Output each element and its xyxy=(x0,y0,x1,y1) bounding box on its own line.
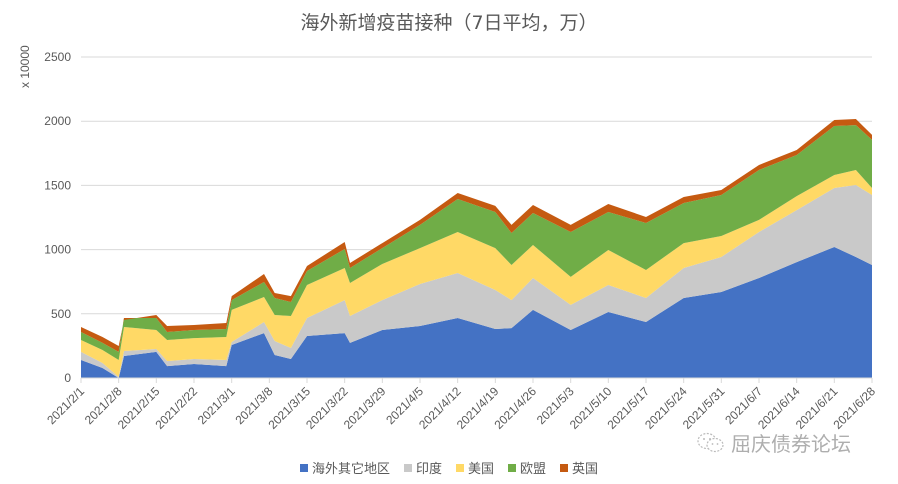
y-axis-ticks: 0 500 1000 1500 2000 2500 xyxy=(44,50,71,385)
x-tick-label: 2021/2/22 xyxy=(152,384,200,432)
stacked-areas xyxy=(81,119,872,378)
x-tick-label: 2021/3/29 xyxy=(341,384,389,432)
legend-item-eu: 欧盟 xyxy=(508,458,546,477)
y-tick-label: 1000 xyxy=(44,243,71,257)
x-tick-label: 2021/4/26 xyxy=(491,384,539,432)
legend: 海外其它地区 印度 美国 欧盟 英国 xyxy=(0,458,898,477)
legend-item-us: 美国 xyxy=(455,458,494,477)
x-tick-label: 2021/6/28 xyxy=(830,384,878,432)
legend-swatch-icon xyxy=(403,463,412,472)
y-tick-label: 2000 xyxy=(44,114,71,128)
legend-swatch-icon xyxy=(560,463,569,472)
legend-label: 海外其它地区 xyxy=(311,462,390,477)
legend-label: 英国 xyxy=(572,462,599,477)
y-tick-label: 2500 xyxy=(44,50,71,64)
legend-item-other: 海外其它地区 xyxy=(299,458,390,477)
x-tick-label: 2021/5/31 xyxy=(680,384,728,432)
y-tick-label: 1500 xyxy=(44,178,71,192)
legend-swatch-icon xyxy=(299,463,308,472)
watermark-text: 屈庆债券论坛 xyxy=(731,432,851,456)
y-tick-label: 0 xyxy=(64,371,71,385)
x-tick-label: 2021/2/1 xyxy=(44,384,87,427)
legend-label: 印度 xyxy=(415,462,442,477)
wechat-icon xyxy=(697,432,724,452)
watermark: 屈庆债券论坛 xyxy=(697,428,851,457)
chart-title: 海外新增疫苗接种（7日平均，万） xyxy=(300,12,598,34)
legend-item-india: 印度 xyxy=(403,458,442,477)
legend-label: 欧盟 xyxy=(520,462,547,477)
area-series xyxy=(81,125,872,360)
legend-swatch-icon xyxy=(455,463,464,472)
legend-item-uk: 英国 xyxy=(560,458,598,477)
y-tick-label: 500 xyxy=(51,307,71,321)
area-series xyxy=(81,247,872,378)
legend-label: 美国 xyxy=(467,462,494,477)
x-axis-ticks: 2021/2/12021/2/82021/2/152021/2/222021/3… xyxy=(44,377,878,432)
x-tick-label: 2021/3/1 xyxy=(195,384,238,427)
legend-swatch-icon xyxy=(508,463,516,472)
area-series xyxy=(81,170,872,377)
